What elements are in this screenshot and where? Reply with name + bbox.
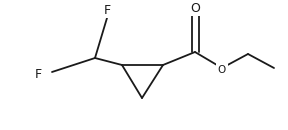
Text: F: F	[35, 67, 41, 80]
Text: F: F	[103, 4, 111, 17]
Text: O: O	[218, 65, 226, 75]
Text: O: O	[190, 2, 200, 15]
